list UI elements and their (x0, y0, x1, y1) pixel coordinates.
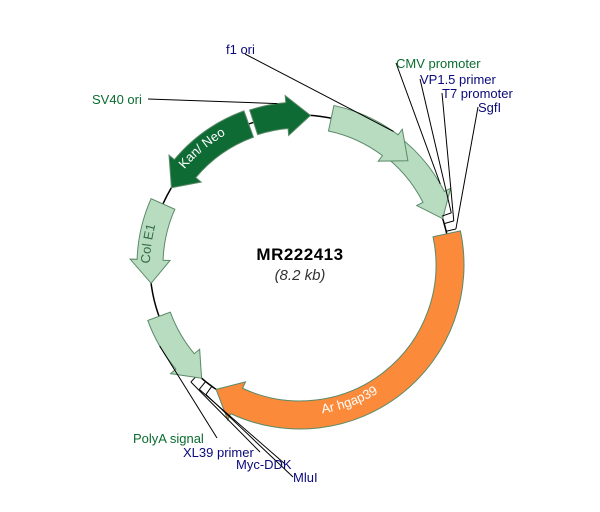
feature-label-cmv: CMV promoter (396, 56, 481, 71)
feature-kanneo (169, 111, 253, 188)
feature-label-f1ori: f1 ori (226, 42, 255, 57)
feature-sv40 (250, 96, 311, 136)
tick-mycddk (199, 382, 205, 390)
leader-sgfl (456, 107, 478, 229)
feature-f1ori (328, 106, 407, 162)
feature-label-sgfl: SgfI (478, 100, 501, 115)
tick-sgfl (446, 229, 456, 231)
feature-label-vp15: VP1.5 primer (420, 72, 496, 87)
feature-label-mlul: MluI (293, 470, 318, 485)
plasmid-diagram: Ar hgap39Col E1Kan/ Neo (0, 0, 600, 512)
feature-polya (148, 312, 202, 378)
feature-label-polya: PolyA signal (133, 431, 204, 446)
feature-label-t7: T7 promoter (442, 86, 513, 101)
tick-t7 (444, 221, 454, 224)
feature-label-sv40: SV40 ori (92, 92, 142, 107)
tick-mlul (206, 386, 212, 394)
leader-sv40 (148, 99, 277, 104)
feature-label-xl39: XL39 primer (183, 445, 254, 460)
